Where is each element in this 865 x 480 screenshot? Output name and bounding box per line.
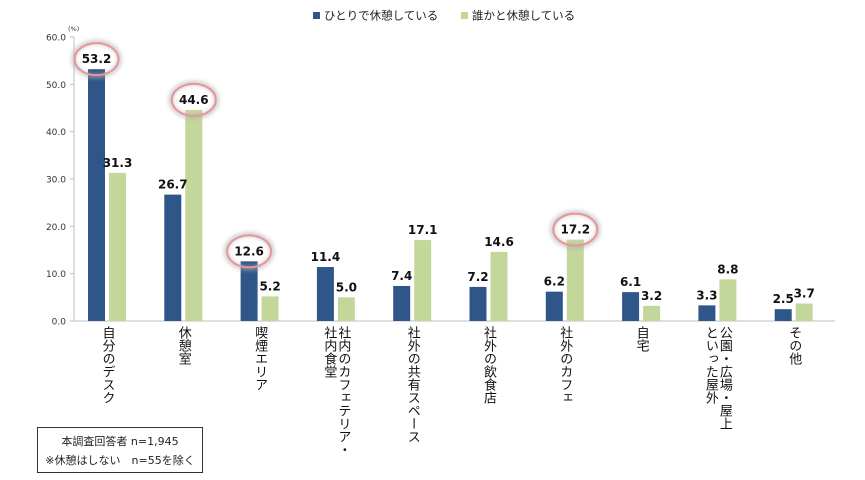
highlight-circle-0 bbox=[73, 42, 120, 77]
x-axis-labels: 自分のデスク 休憩室 喫煙エリア 社内のカフェテリア・社内食堂 社外の共有スペース 社外の… bbox=[100, 325, 802, 456]
bar-9-0 bbox=[774, 309, 792, 321]
x-label-3: 社内のカフェテリア・社内食堂 bbox=[321, 325, 351, 456]
value-label-4-0: 7.4 bbox=[391, 269, 412, 283]
bar-3-0 bbox=[316, 267, 334, 321]
bars bbox=[88, 69, 813, 321]
x-label-1-line-0: 休憩室 bbox=[176, 326, 192, 365]
bar-2-0 bbox=[240, 261, 258, 321]
bar-1-0 bbox=[164, 194, 182, 321]
y-unit-label: (%) bbox=[68, 25, 79, 33]
value-label-0-1: 31.3 bbox=[103, 156, 133, 170]
value-label-8-1: 8.8 bbox=[717, 262, 738, 276]
bar-7-0 bbox=[622, 292, 640, 321]
bar-0-0 bbox=[88, 69, 105, 321]
x-label-2: 喫煙エリア bbox=[252, 326, 268, 391]
value-label-5-0: 7.2 bbox=[467, 270, 488, 284]
value-label-1-1: 44.6 bbox=[179, 93, 209, 107]
y-tick-label-0: 0.0 bbox=[52, 318, 67, 328]
bar-0-1 bbox=[109, 172, 126, 321]
x-label-5: 社外の飲食店 bbox=[481, 325, 497, 404]
x-label-4: 社外の共有スペース bbox=[405, 325, 421, 443]
x-label-8-line-0: 公園・広場・屋上 bbox=[717, 326, 733, 430]
highlight-circle-2 bbox=[226, 234, 273, 269]
bar-4-0 bbox=[393, 285, 411, 321]
bar-8-1 bbox=[719, 279, 737, 321]
note-line-1: 本調査回答者 n=1,945 bbox=[61, 434, 179, 448]
value-label-2-1: 5.2 bbox=[259, 279, 280, 293]
x-label-4-line-0: 社外の共有スペース bbox=[405, 325, 421, 443]
sample-note-box: 本調査回答者 n=1,945 ※休憩はしない n=55を除く bbox=[37, 427, 203, 473]
x-label-6-line-0: 社外のカフェ bbox=[557, 325, 573, 404]
x-label-1: 休憩室 bbox=[176, 326, 192, 365]
bar-5-0 bbox=[469, 286, 487, 321]
legend-swatch-1 bbox=[461, 12, 468, 19]
highlight-circle-3 bbox=[552, 212, 599, 247]
value-label-4-1: 17.1 bbox=[408, 223, 438, 237]
y-tick-label-6: 60.0 bbox=[46, 34, 66, 44]
x-label-7-line-0: 自宅 bbox=[634, 326, 650, 352]
x-label-6: 社外のカフェ bbox=[557, 325, 573, 404]
value-label-3-0: 11.4 bbox=[311, 250, 341, 264]
bar-7-1 bbox=[643, 305, 661, 321]
value-label-7-0: 6.1 bbox=[620, 275, 641, 289]
x-label-9-line-0: その他 bbox=[786, 326, 802, 366]
x-label-0-line-0: 自分のデスク bbox=[100, 326, 116, 404]
value-label-1-0: 26.7 bbox=[158, 178, 188, 192]
bar-5-1 bbox=[490, 251, 508, 321]
bar-2-1 bbox=[261, 296, 279, 321]
highlight-circle-1 bbox=[170, 82, 217, 117]
bar-6-0 bbox=[545, 291, 563, 321]
y-tick-label-3: 30.0 bbox=[46, 176, 66, 186]
x-label-7: 自宅 bbox=[634, 326, 650, 352]
highlights bbox=[71, 40, 601, 271]
x-label-3-line-1: 社内食堂 bbox=[321, 325, 337, 378]
x-label-0: 自分のデスク bbox=[100, 326, 116, 404]
value-label-5-1: 14.6 bbox=[484, 235, 514, 249]
x-label-3-line-0: 社内のカフェテリア・ bbox=[335, 325, 351, 456]
x-label-5-line-0: 社外の飲食店 bbox=[481, 325, 497, 404]
value-label-8-0: 3.3 bbox=[696, 288, 717, 302]
value-label-2-0: 12.6 bbox=[234, 244, 264, 258]
value-label-6-0: 6.2 bbox=[544, 275, 565, 289]
value-label-9-0: 2.5 bbox=[773, 292, 794, 306]
note-line-2: ※休憩はしない n=55を除く bbox=[45, 453, 195, 467]
value-label-6-1: 17.2 bbox=[560, 223, 590, 237]
legend-swatch-0 bbox=[313, 12, 320, 19]
bar-9-1 bbox=[795, 303, 813, 321]
y-tick-label-5: 50.0 bbox=[46, 81, 66, 91]
x-label-2-line-0: 喫煙エリア bbox=[252, 326, 268, 391]
bar-3-1 bbox=[337, 297, 355, 321]
bar-4-1 bbox=[414, 240, 432, 321]
legend-label-0: ひとりで休憩している bbox=[324, 9, 438, 23]
legend: ひとりで休憩している 誰かと休憩している bbox=[313, 9, 575, 23]
y-tick-label-2: 20.0 bbox=[46, 223, 66, 233]
y-tick-label-1: 10.0 bbox=[46, 270, 66, 280]
bar-1-1 bbox=[185, 109, 203, 321]
x-label-8-line-1: といった屋外 bbox=[703, 326, 719, 404]
value-labels: 53.2 31.3 26.7 44.6 12.6 5.2 11.4 5.0 7.4 17.1 7.2… bbox=[82, 52, 815, 306]
x-label-9: その他 bbox=[786, 326, 802, 366]
value-label-0-0: 53.2 bbox=[82, 52, 112, 66]
value-label-3-1: 5.0 bbox=[336, 280, 357, 294]
value-label-9-1: 3.7 bbox=[794, 286, 815, 300]
bar-8-0 bbox=[698, 305, 716, 321]
legend-label-1: 誰かと休憩している bbox=[472, 9, 575, 23]
value-label-7-1: 3.2 bbox=[641, 289, 662, 303]
bar-6-1 bbox=[566, 239, 584, 321]
y-tick-label-4: 40.0 bbox=[46, 128, 66, 138]
